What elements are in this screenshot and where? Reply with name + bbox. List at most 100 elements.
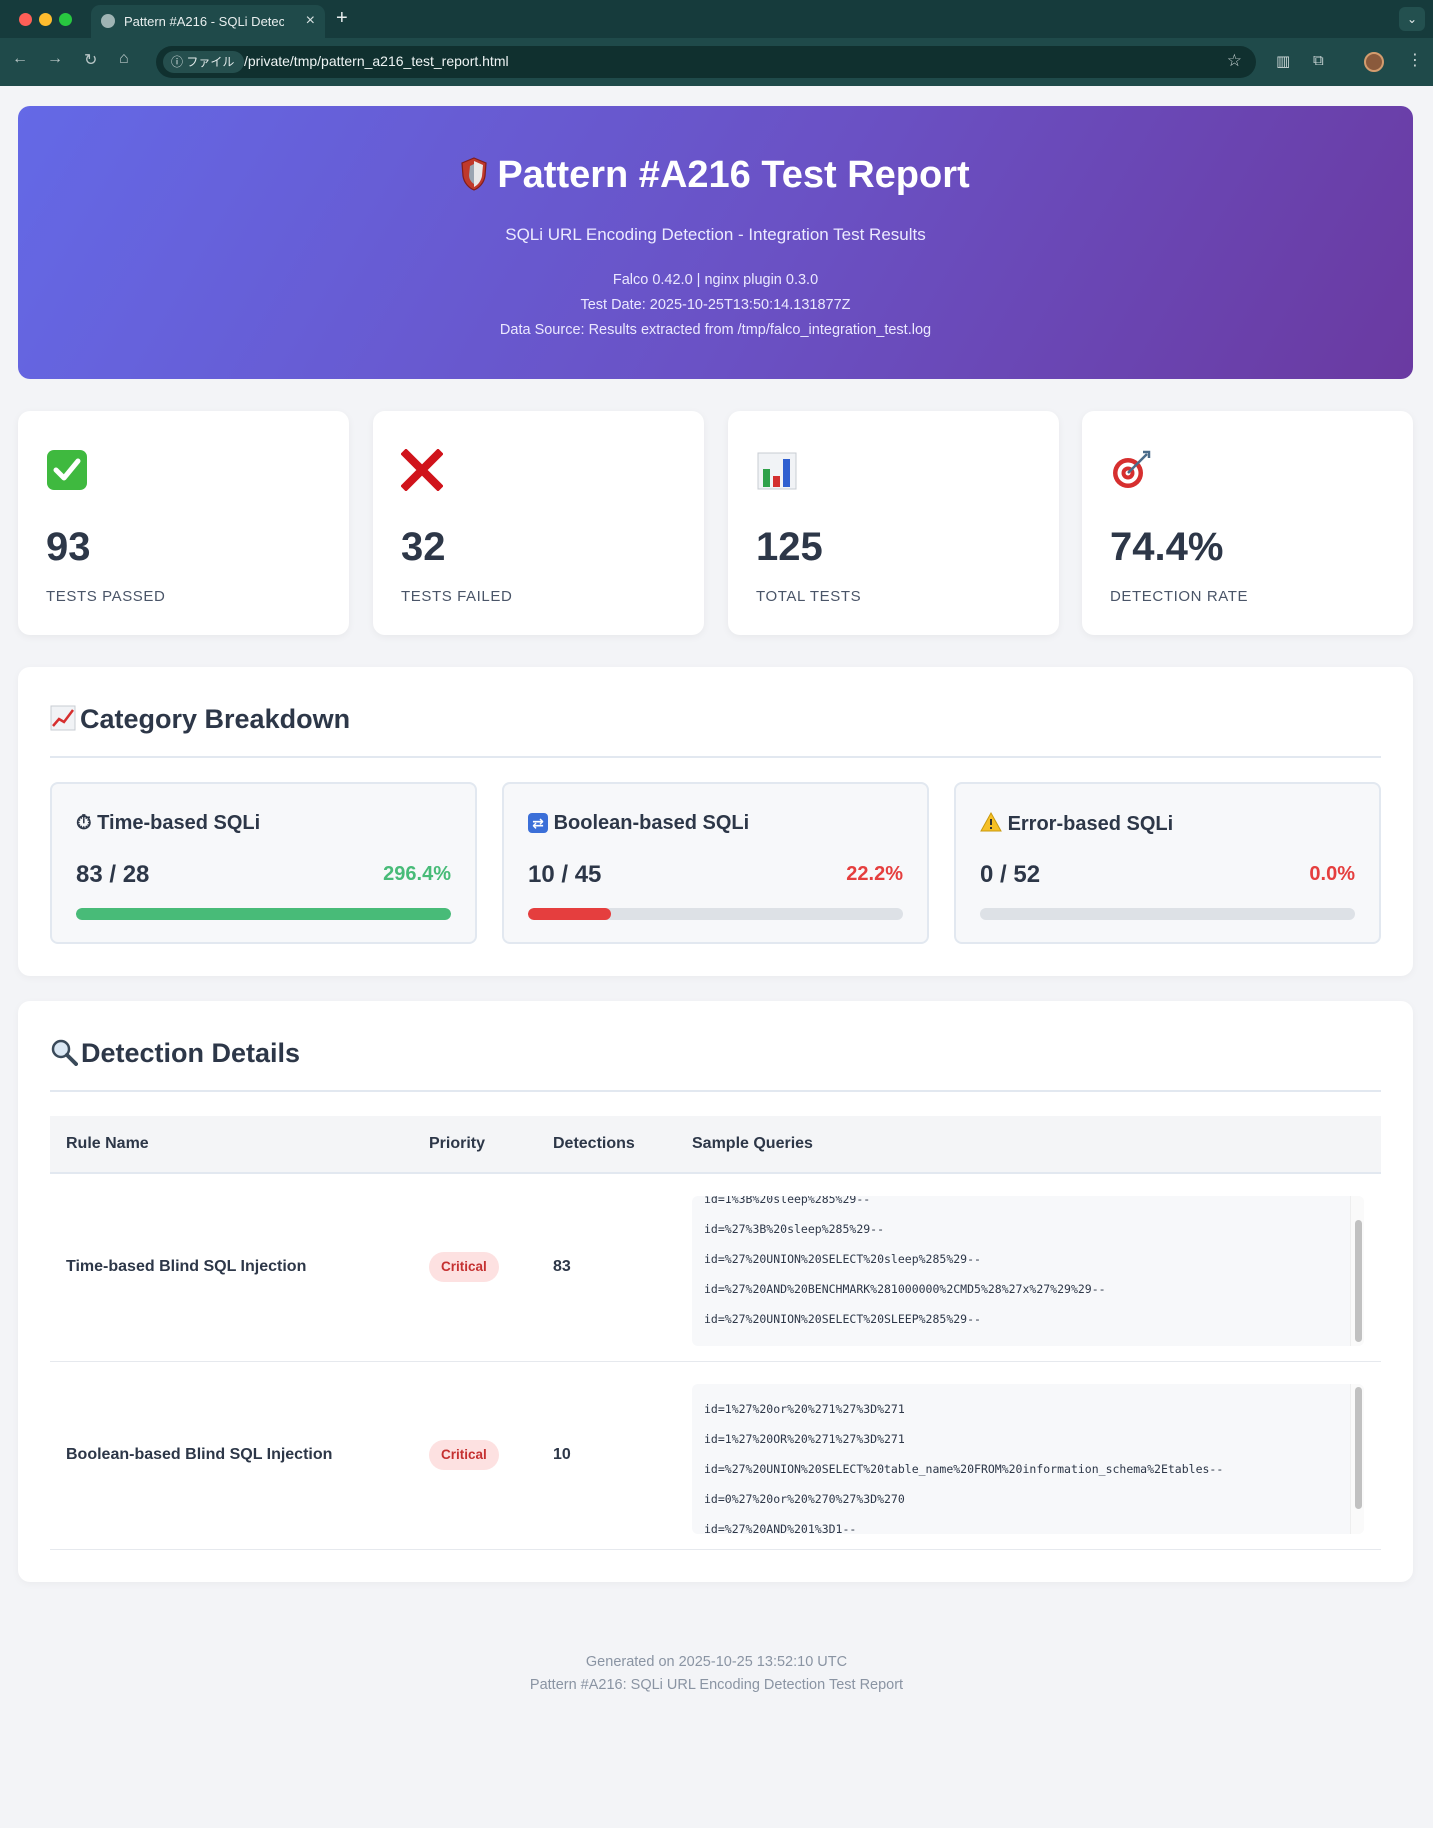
tab-strip: Pattern #A216 - SQLi Detection Test Repo… (0, 0, 1433, 38)
priority-badge: Critical (429, 1252, 499, 1282)
address-bar[interactable]: ⓘ ファイル /private/tmp/pattern_a216_test_re… (156, 46, 1256, 78)
query-item: id=1%27%20OR%20%271%27%3D%271 (704, 1432, 905, 1446)
category-card-boolean: ⇄ Boolean-based SQLi 10 / 45 22.2% (502, 782, 929, 944)
back-arrow-icon[interactable]: ← (12, 50, 28, 67)
check-icon (47, 450, 87, 490)
report-meta: Falco 0.42.0 | nginx plugin 0.3.0 Test D… (18, 268, 1413, 343)
column-header[interactable]: Rule Name (66, 1135, 149, 1152)
detection-details-panel: Detection Details Rule Name Priority Det… (18, 1001, 1413, 1582)
category-percent: 0.0% (1309, 863, 1355, 885)
warning-icon (980, 811, 1002, 832)
tab-list-chevron-icon[interactable]: ⌄ (1399, 7, 1425, 31)
extensions-puzzle-icon[interactable]: ⧉ (1313, 52, 1324, 69)
stat-value: 125 (756, 525, 823, 569)
scrollbar[interactable] (1350, 1384, 1364, 1534)
query-item: id=%27%20UNION%20SELECT%20SLEEP%285%29-- (704, 1312, 981, 1326)
query-item: id=%27%3B%20sleep%285%29-- (704, 1222, 885, 1236)
sample-queries-box[interactable]: id=1%3B%20sleep%285%29-- id=%27%3B%20sle… (692, 1196, 1364, 1346)
magnifier-icon (51, 1039, 78, 1066)
stat-card-total: 125 TOTAL TESTS (728, 411, 1059, 635)
minimize-window-button[interactable] (39, 13, 52, 26)
page: Pattern #A216 Test Report SQLi URL Encod… (0, 86, 1433, 1828)
browser-chrome: Pattern #A216 - SQLi Detection Test Repo… (0, 0, 1433, 86)
rule-name: Time-based Blind SQL Injection (66, 1258, 307, 1275)
category-ratio: 10 / 45 (528, 861, 602, 888)
category-title-text: Time-based SQLi (97, 812, 261, 834)
query-item: id=%27%20AND%20BENCHMARK%281000000%2CMD5… (704, 1282, 1106, 1296)
bookmark-star-icon[interactable]: ☆ (1226, 51, 1242, 70)
query-item: id=1%3B%20sleep%285%29-- (704, 1196, 871, 1206)
stat-value: 93 (46, 525, 91, 569)
url-text[interactable]: /private/tmp/pattern_a216_test_report.ht… (244, 53, 509, 69)
scrollbar-thumb[interactable] (1355, 1387, 1362, 1509)
column-header[interactable]: Detections (553, 1135, 635, 1152)
progress-fill (528, 908, 612, 920)
tab-active[interactable]: Pattern #A216 - SQLi Detection Test Repo… (91, 5, 325, 38)
avatar[interactable] (1364, 52, 1384, 72)
rule-name: Boolean-based Blind SQL Injection (66, 1446, 333, 1463)
detection-count: 83 (553, 1258, 571, 1275)
query-list: id=1%27%20or%20%271%27%3D%271 id=1%27%20… (704, 1394, 1223, 1534)
kebab-menu-icon[interactable]: ⋮ (1407, 52, 1423, 69)
category-breakdown-panel: Category Breakdown ⏱ Time-based SQLi 83 … (18, 667, 1413, 976)
footer-generated: Generated on 2025-10-25 13:52:10 UTC (585, 1654, 848, 1670)
section-heading: Category Breakdown (50, 704, 350, 735)
shuffle-icon: ⇄ (528, 813, 548, 833)
table-header: Rule Name Priority Detections Sample Que… (50, 1116, 1381, 1174)
close-window-button[interactable] (19, 13, 32, 26)
report-header: Pattern #A216 Test Report SQLi URL Encod… (18, 106, 1413, 379)
category-card-error: Error-based SQLi 0 / 52 0.0% (954, 782, 1381, 944)
site-info-chip[interactable]: ⓘ ファイル (163, 51, 245, 73)
column-header[interactable]: Sample Queries (692, 1135, 813, 1152)
version-info: Falco 0.42.0 | nginx plugin 0.3.0 (612, 272, 819, 288)
category-percent: 22.2% (846, 863, 903, 885)
tab-title: Pattern #A216 - SQLi Detection Test Repo… (124, 14, 284, 29)
globe-icon (101, 14, 115, 28)
category-card-time: ⏱ Time-based SQLi 83 / 28 296.4% (50, 782, 477, 944)
scrollbar-thumb[interactable] (1355, 1220, 1362, 1342)
query-item: id=0%27%20or%20%270%27%3D%270 (704, 1492, 905, 1506)
stat-card-detection-rate: 74.4% DETECTION RATE (1082, 411, 1413, 635)
stat-card-failed: 32 TESTS FAILED (373, 411, 704, 635)
category-title: ⇄ Boolean-based SQLi (528, 812, 749, 835)
site-info-label: ファイル (186, 55, 235, 69)
forward-arrow-icon[interactable]: → (47, 50, 63, 67)
page-title-text: Pattern #A216 Test Report (497, 154, 970, 196)
category-ratio: 0 / 52 (980, 861, 1041, 888)
category-ratio: 83 / 28 (76, 861, 150, 888)
reload-icon[interactable]: ↻ (84, 52, 98, 69)
stat-card-passed: 93 TESTS PASSED (18, 411, 349, 635)
progress-bar (76, 908, 451, 920)
cross-icon (401, 449, 443, 491)
progress-bar (980, 908, 1355, 920)
sample-queries-box[interactable]: id=1%27%20or%20%271%27%3D%271 id=1%27%20… (692, 1384, 1364, 1534)
close-tab-icon[interactable]: × (305, 12, 315, 29)
target-icon (1113, 450, 1151, 488)
query-item: id=1%27%20or%20%271%27%3D%271 (704, 1402, 905, 1416)
progress-bar (528, 908, 903, 920)
table-row: Time-based Blind SQL Injection Critical … (50, 1174, 1381, 1362)
bar-chart-icon (757, 452, 797, 490)
category-title-text: Error-based SQLi (1007, 813, 1174, 835)
section-heading-text: Detection Details (81, 1038, 301, 1068)
new-tab-icon[interactable]: + (336, 7, 348, 29)
stat-label: DETECTION RATE (1110, 588, 1249, 605)
data-source: Data Source: Results extracted from /tmp… (499, 322, 932, 338)
shield-icon (461, 157, 487, 191)
zoom-window-button[interactable] (59, 13, 72, 26)
query-item: id=%27%20UNION%20SELECT%20sleep%285%29-- (704, 1252, 981, 1266)
progress-fill (76, 908, 451, 920)
section-heading-text: Category Breakdown (80, 704, 351, 734)
page-subtitle: SQLi URL Encoding Detection - Integratio… (505, 225, 926, 244)
scrollbar[interactable] (1350, 1196, 1364, 1346)
category-title: Error-based SQLi (980, 811, 1174, 836)
query-item: id=%27%20AND%201%3D1-- (704, 1522, 857, 1534)
divider (50, 756, 1381, 758)
home-icon[interactable]: ⌂ (119, 50, 129, 67)
query-item: id=%27%20UNION%20SELECT%20table_name%20F… (704, 1462, 1224, 1476)
detection-count: 10 (553, 1446, 571, 1463)
extension-m-icon[interactable]: ▥ (1276, 53, 1291, 70)
stat-label: TOTAL TESTS (756, 588, 862, 605)
category-title-text: Boolean-based SQLi (553, 812, 750, 834)
column-header[interactable]: Priority (429, 1135, 486, 1152)
